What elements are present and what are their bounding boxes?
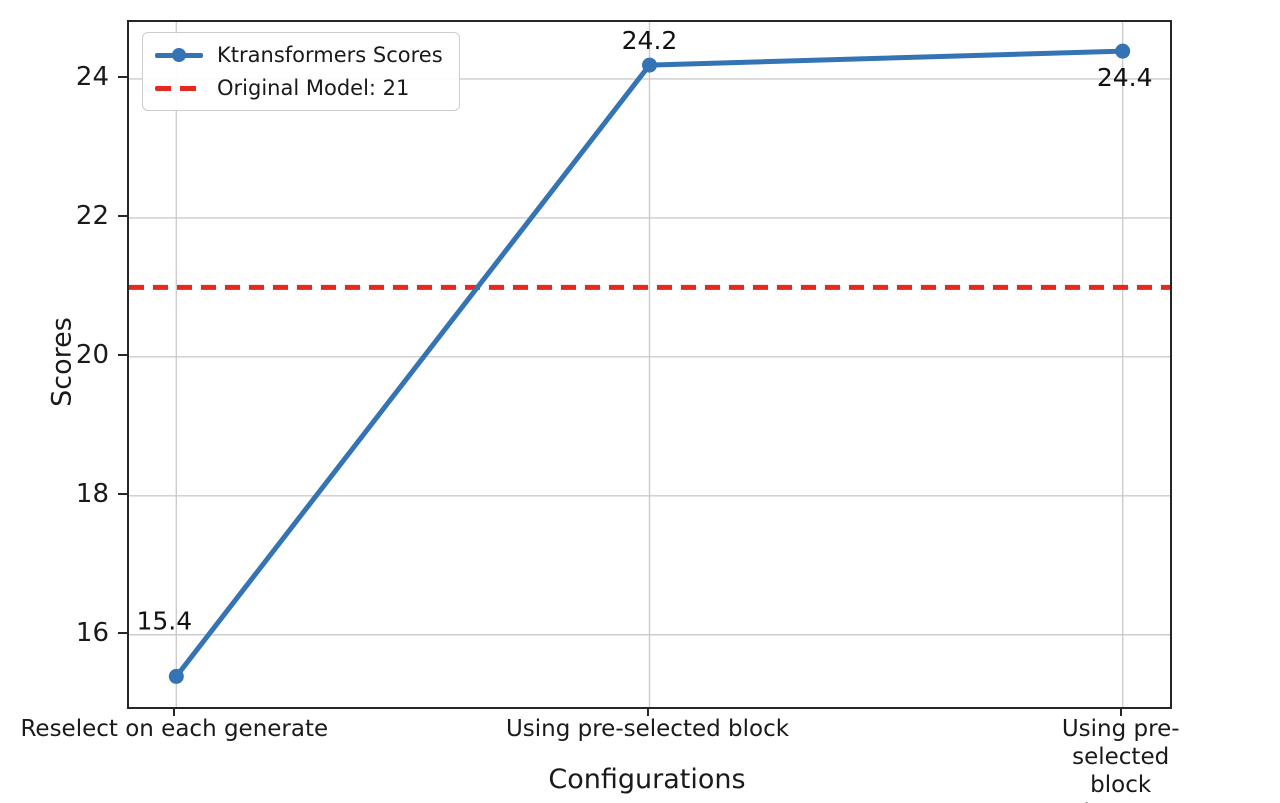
y-tick-label: 24: [75, 61, 109, 92]
y-tick-mark: [118, 214, 127, 217]
x-tick-mark: [646, 707, 649, 716]
legend-item-original-model: Original Model: 21: [155, 75, 443, 101]
legend-label-ktransformers-scores: Ktransformers Scores: [217, 43, 443, 67]
y-tick-mark: [118, 631, 127, 634]
legend-dashed-line-sample: [155, 85, 203, 91]
data-point-marker: [168, 668, 184, 684]
legend-item-ktransformers-scores: Ktransformers Scores: [155, 42, 443, 68]
y-tick-label: 16: [75, 617, 109, 648]
legend: Ktransformers Scores Original Model: 21: [142, 32, 460, 111]
data-label: 15.4: [136, 606, 192, 635]
x-tick-label: Using pre-selected block First two layer…: [1061, 716, 1180, 803]
data-label: 24.4: [1097, 63, 1153, 92]
data-label: 24.2: [622, 26, 678, 55]
y-tick-mark: [118, 492, 127, 495]
data-point-marker: [1115, 43, 1131, 59]
y-tick-label: 20: [75, 339, 109, 370]
legend-marker-dot-icon: [172, 48, 186, 62]
y-tick-label: 18: [75, 478, 109, 509]
x-tick-mark: [1119, 707, 1122, 716]
y-tick-mark: [118, 353, 127, 356]
legend-solid-line-sample: [155, 48, 203, 62]
x-tick-label: Using pre-selected block: [505, 716, 790, 742]
x-axis-label: Configurations: [548, 764, 746, 795]
data-point-marker: [642, 57, 657, 73]
x-tick-mark: [173, 707, 176, 716]
y-tick-label: 22: [75, 200, 109, 231]
x-tick-label: Reselect on each generate: [20, 716, 329, 742]
line-chart: 15.4 24.2 24.4: [129, 22, 1170, 707]
legend-label-original-model: Original Model: 21: [217, 76, 410, 100]
y-tick-mark: [118, 75, 127, 78]
plot-area: 15.4 24.2 24.4 Ktransformers Scores Origin…: [127, 20, 1172, 709]
